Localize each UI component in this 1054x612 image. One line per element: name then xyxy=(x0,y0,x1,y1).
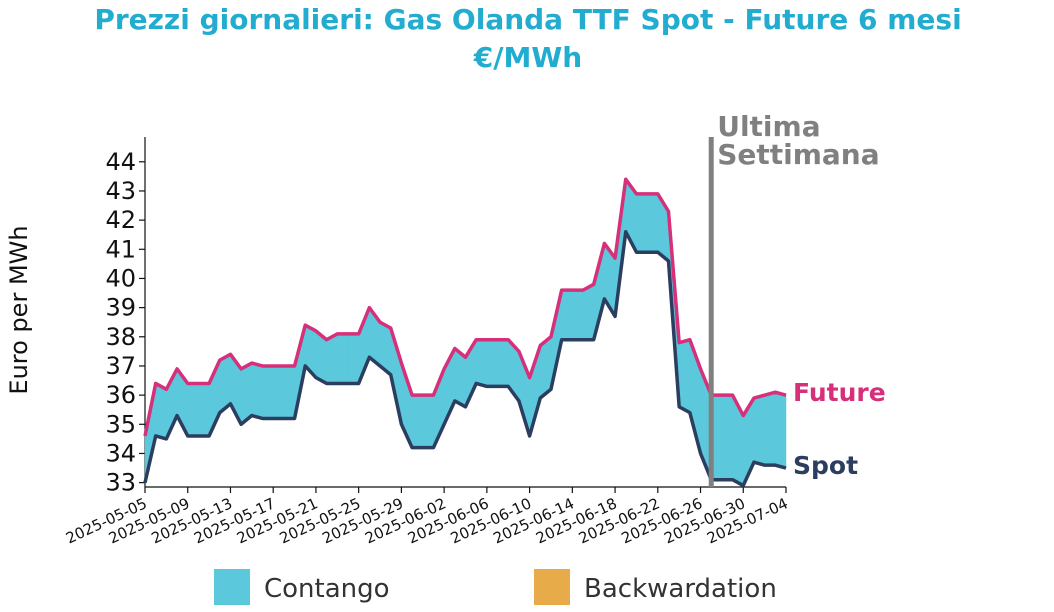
spread-fill xyxy=(636,193,648,253)
annotation-text: Ultima xyxy=(717,110,820,143)
spread-fill xyxy=(486,339,498,387)
legend-label: Backwardation xyxy=(584,574,777,604)
spread-fill xyxy=(187,383,199,437)
spread-fill xyxy=(198,383,210,437)
y-tick-label: 38 xyxy=(105,323,136,351)
spread-fill xyxy=(753,394,765,466)
spread-fill xyxy=(678,339,691,414)
series-line xyxy=(143,177,787,437)
spread-fill xyxy=(411,394,424,448)
series-end-label: Spot xyxy=(793,451,858,480)
legend-swatch xyxy=(534,569,570,605)
y-tick-label: 44 xyxy=(105,148,136,176)
series-line xyxy=(143,230,787,488)
y-tick-label: 34 xyxy=(105,439,136,467)
spread-fill xyxy=(561,289,573,340)
chart-title: €/MWh xyxy=(473,41,582,74)
y-tick-label: 42 xyxy=(105,206,136,234)
spread-fill xyxy=(572,289,584,340)
annotation-text: Settimana xyxy=(717,138,879,171)
y-tick-label: 36 xyxy=(105,381,136,409)
y-tick-label: 39 xyxy=(105,294,136,322)
y-tick-label: 43 xyxy=(105,177,136,205)
spread-fill xyxy=(326,333,338,384)
legend-label: Contango xyxy=(264,574,390,604)
series-end-label: Future xyxy=(793,378,886,407)
spread-fill xyxy=(272,365,285,419)
spread-fill xyxy=(497,339,509,387)
spread-fill xyxy=(422,394,434,448)
spread-fill xyxy=(347,333,359,384)
y-tick-label: 40 xyxy=(105,264,136,292)
spread-fill xyxy=(764,391,776,466)
spread-fill xyxy=(721,394,733,480)
y-tick-label: 37 xyxy=(105,352,136,380)
spread-fill xyxy=(337,333,349,384)
spread-fill xyxy=(262,365,274,419)
y-tick-label: 35 xyxy=(105,410,136,438)
legend-swatch xyxy=(214,569,250,605)
chart-title: Prezzi giornalieri: Gas Olanda TTF Spot … xyxy=(94,3,961,36)
y-axis-label: Euro per MWh xyxy=(5,225,33,394)
spread-fill xyxy=(283,365,295,419)
spread-fill xyxy=(475,339,488,387)
spread-fill xyxy=(775,391,787,469)
y-tick-label: 41 xyxy=(105,235,136,263)
y-tick-label: 33 xyxy=(105,469,136,497)
spread-fill xyxy=(582,283,594,340)
spread-fill xyxy=(251,362,263,419)
spread-fill xyxy=(646,193,659,253)
spread-fill xyxy=(155,383,167,440)
